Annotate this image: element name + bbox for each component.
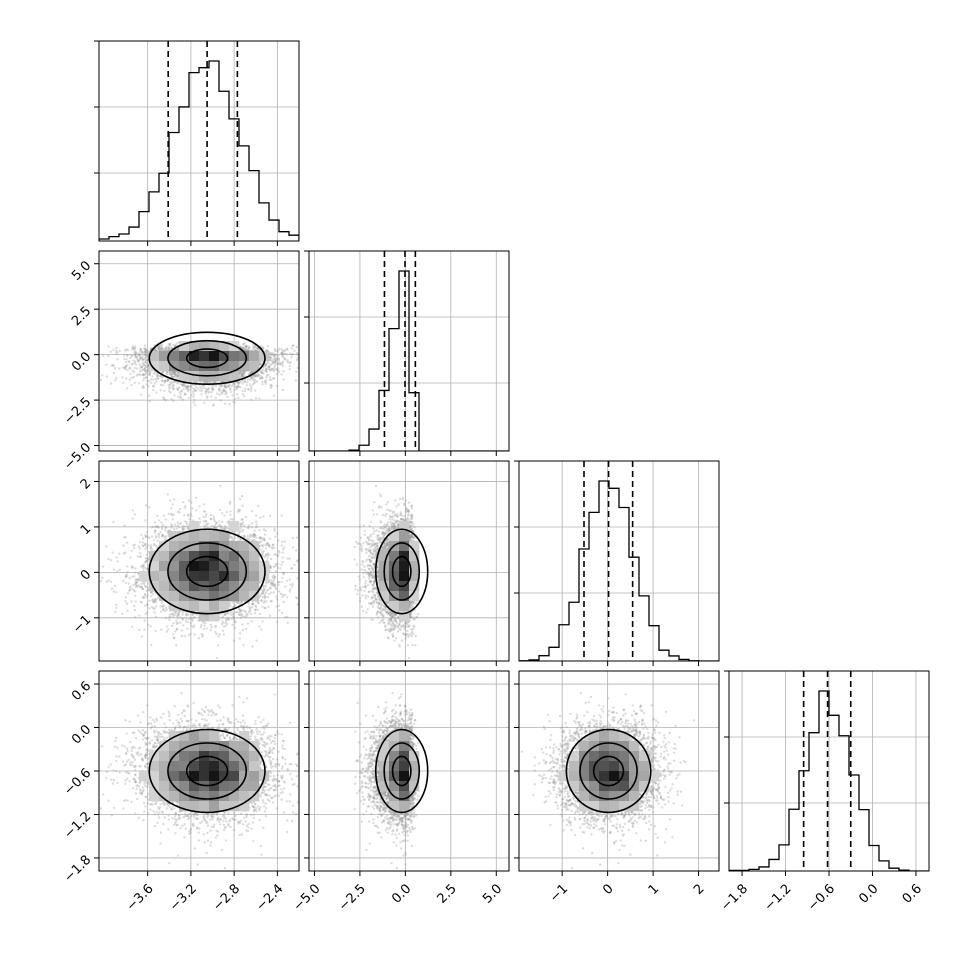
histogram-2 (519, 480, 719, 661)
contour-2-0-1 (167, 542, 248, 601)
y-tick-label-3-3: 0.0 (69, 722, 94, 747)
x-tick-label-2-3: 2 (691, 881, 707, 897)
x-tick-label-2-1: 0 (600, 881, 616, 897)
contour-2-0-2 (148, 528, 266, 615)
panel-2-1 (304, 460, 510, 666)
x-tick-label-1-1: −2.5 (336, 881, 369, 914)
x-tick-label-2-2: 1 (646, 881, 662, 897)
contour-3-1-1 (383, 742, 421, 800)
panel-2-0 (94, 460, 300, 666)
contour-3-0-2 (148, 728, 266, 814)
x-tick-label-1-4: 5.0 (480, 881, 505, 906)
contour-3-1-2 (374, 728, 429, 814)
panel-3-0 (94, 670, 300, 876)
y-tick-label-3-0: −1.8 (61, 853, 94, 886)
contour-3-1-0 (391, 755, 412, 787)
contour-3-0-1 (167, 742, 248, 800)
x-tick-label-3-2: −0.6 (805, 881, 838, 914)
y-tick-label-2-0: −1 (70, 613, 94, 637)
x-tick-label-0-3: −2.4 (253, 881, 286, 914)
density-3-0 (139, 731, 270, 812)
y-tick-label-1-3: 2.5 (69, 304, 94, 329)
histogram-0 (99, 60, 299, 241)
x-tick-label-0-0: −3.6 (124, 881, 157, 914)
histogram-1 (309, 270, 509, 451)
contour-1-0-2 (148, 331, 266, 386)
histogram-3 (729, 690, 929, 871)
panel-3-1 (304, 670, 510, 876)
x-tick-label-1-3: 2.5 (435, 881, 460, 906)
y-tick-label-3-2: −0.6 (61, 766, 94, 799)
x-tick-label-3-4: 0.6 (900, 881, 925, 906)
density-3-2 (559, 731, 660, 812)
contour-1-0-1 (167, 339, 248, 377)
panel-1-1 (304, 250, 510, 456)
x-tick-label-2-0: −1 (547, 881, 571, 905)
x-tick-label-3-1: −1.2 (762, 881, 795, 914)
panel-3-2 (514, 670, 720, 876)
y-tick-label-1-4: 5.0 (69, 258, 94, 283)
contour-2-1-1 (383, 542, 421, 601)
x-tick-label-0-2: −2.8 (210, 881, 243, 914)
contour-2-1-2 (374, 528, 429, 615)
x-tick-label-3-3: 0.0 (856, 881, 881, 906)
y-tick-label-1-1: −2.5 (61, 395, 94, 428)
y-tick-label-2-1: 0 (78, 567, 94, 583)
panel-1-0 (94, 250, 300, 456)
panel-0-0 (94, 40, 300, 246)
y-tick-label-2-3: 2 (78, 476, 94, 492)
panel-2-2 (514, 460, 720, 666)
contour-3-2-0 (592, 755, 625, 787)
y-tick-label-1-2: 0.0 (69, 349, 94, 374)
contour-1-0-0 (185, 348, 229, 369)
contour-2-1-0 (391, 555, 412, 588)
y-tick-label-3-4: 0.6 (69, 679, 94, 704)
contour-2-0-0 (185, 555, 229, 588)
x-tick-label-0-1: −3.2 (167, 881, 200, 914)
x-tick-label-1-0: −5.0 (291, 881, 324, 914)
y-tick-label-2-2: 1 (78, 522, 94, 538)
y-tick-label-1-0: −5.0 (61, 440, 94, 473)
contour-3-0-0 (185, 755, 229, 787)
contour-3-2-2 (565, 728, 652, 814)
y-tick-label-3-1: −1.2 (61, 809, 94, 842)
x-tick-label-1-2: 0.0 (389, 881, 414, 906)
x-tick-label-3-0: −1.8 (718, 881, 751, 914)
panel-3-3 (724, 670, 930, 876)
contour-3-2-1 (579, 742, 638, 800)
density-2-1 (379, 521, 420, 622)
